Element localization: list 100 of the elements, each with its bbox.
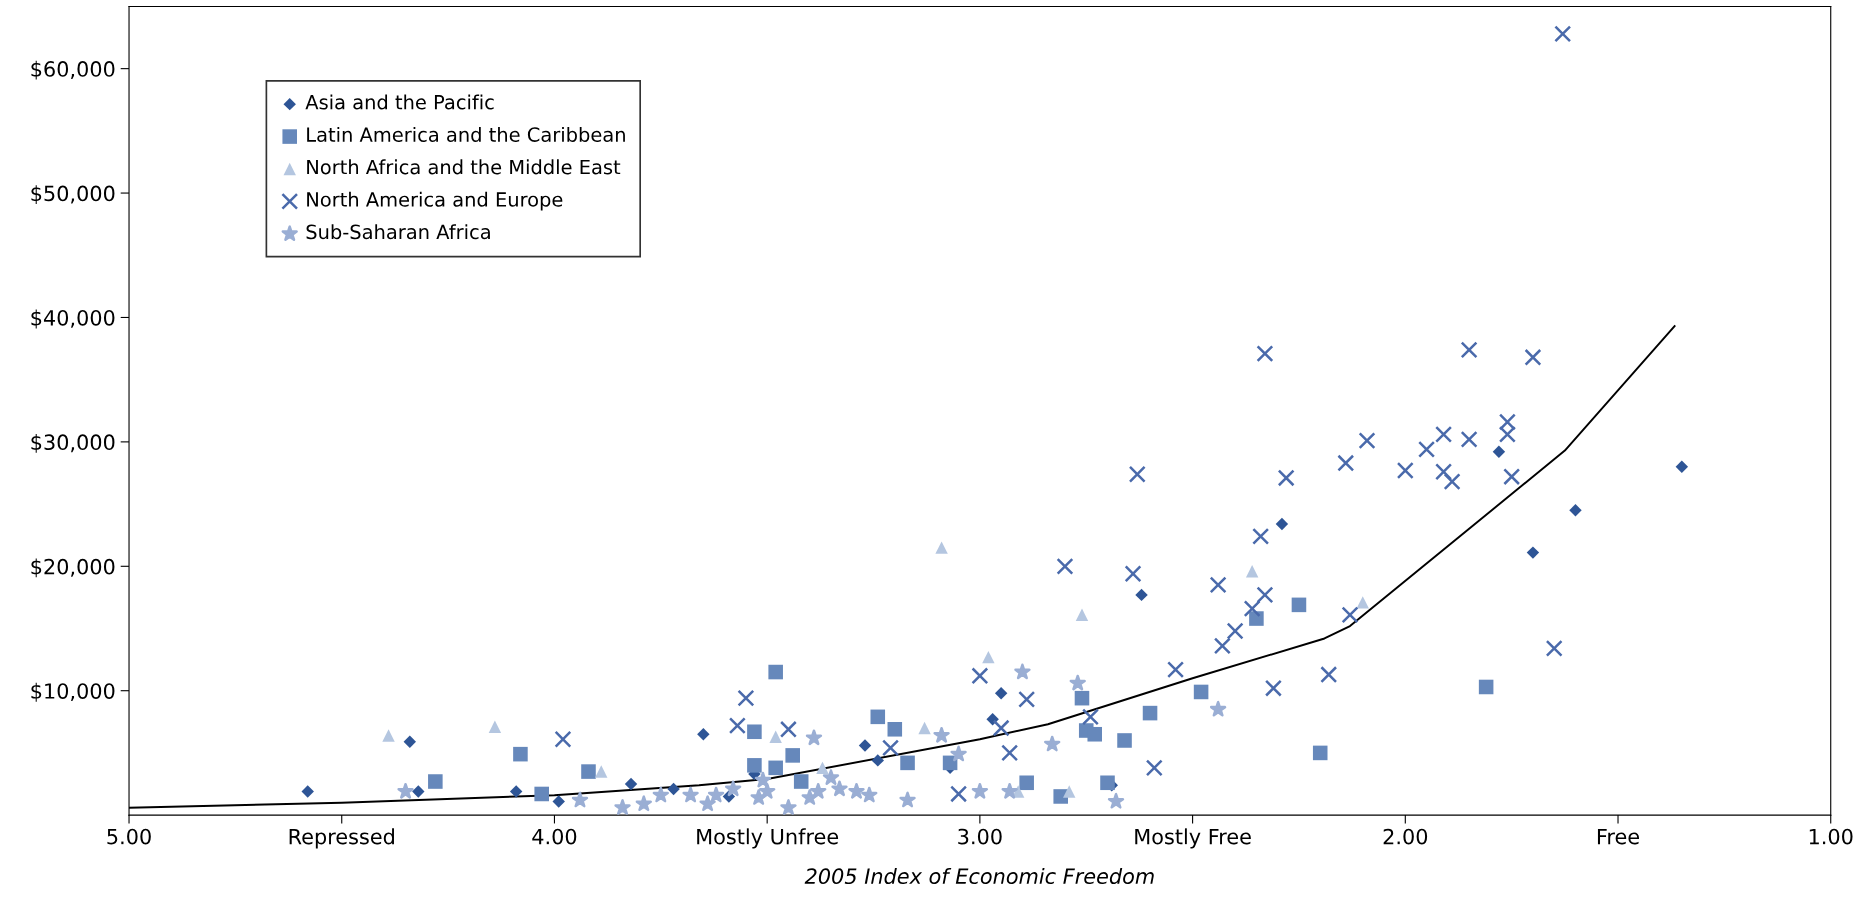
point <box>870 709 886 725</box>
point <box>1124 565 1142 583</box>
point <box>793 774 809 789</box>
point <box>614 799 631 815</box>
point <box>882 739 900 757</box>
point <box>724 780 742 797</box>
point <box>1443 473 1461 491</box>
point <box>1341 606 1359 624</box>
point <box>513 746 528 762</box>
point <box>861 786 878 803</box>
point <box>1135 588 1148 602</box>
y-tick-label: $50,000 <box>31 185 115 205</box>
point <box>971 667 989 685</box>
point <box>652 786 669 803</box>
point <box>785 748 800 763</box>
point <box>768 664 783 680</box>
point <box>1243 600 1261 618</box>
y-tick-label: $60,000 <box>31 60 115 80</box>
point <box>534 786 549 802</box>
point <box>900 755 915 771</box>
point <box>1524 348 1542 366</box>
point <box>1063 785 1076 798</box>
point <box>1356 596 1369 609</box>
x-tick-label: Mostly Free <box>1135 828 1251 849</box>
point <box>1569 504 1582 517</box>
point <box>1128 465 1146 483</box>
point <box>1498 425 1516 443</box>
point <box>1245 565 1259 578</box>
point <box>1056 557 1074 575</box>
point <box>737 689 755 707</box>
point <box>1275 517 1289 531</box>
x-axis-title: 2005 Index of Economic Freedom <box>804 867 1154 885</box>
point <box>779 720 797 738</box>
point <box>805 729 823 746</box>
point <box>1209 576 1227 594</box>
point <box>428 774 443 789</box>
point <box>816 761 829 775</box>
point <box>810 782 827 799</box>
point <box>397 782 414 799</box>
legend-label: Sub-Saharan Africa <box>306 224 490 240</box>
point <box>1074 690 1090 706</box>
point <box>1001 744 1019 762</box>
point <box>382 729 395 742</box>
point <box>887 721 903 737</box>
point <box>682 786 699 803</box>
legend-label: Asia and the Pacific <box>305 94 494 110</box>
point <box>747 758 762 773</box>
point <box>769 730 782 743</box>
point <box>1193 684 1209 700</box>
point <box>858 739 872 752</box>
point <box>758 782 776 799</box>
point <box>1100 775 1115 791</box>
point <box>780 799 797 815</box>
point <box>1460 341 1478 359</box>
point <box>1069 674 1086 691</box>
point <box>1358 432 1376 450</box>
point <box>624 777 638 791</box>
point <box>571 791 589 808</box>
point <box>1320 666 1338 684</box>
point <box>971 782 989 799</box>
y-tick-label: $10,000 <box>31 682 115 702</box>
x-tick-label: Repressed <box>289 828 394 849</box>
point <box>1492 445 1506 459</box>
point <box>1478 679 1494 695</box>
point <box>1277 469 1295 487</box>
point <box>1018 690 1036 708</box>
point <box>1675 460 1689 473</box>
x-tick-label: 4.00 <box>532 828 577 845</box>
point <box>1554 25 1572 43</box>
point <box>1014 663 1031 680</box>
point <box>1107 792 1125 809</box>
point <box>707 786 725 803</box>
point <box>699 795 716 812</box>
point <box>1001 782 1018 799</box>
point <box>1209 700 1227 717</box>
point <box>552 795 565 808</box>
point <box>488 720 502 733</box>
point <box>1142 705 1158 721</box>
point <box>1337 454 1355 472</box>
point <box>1503 468 1521 486</box>
x-tick-label: 1.00 <box>1809 828 1853 845</box>
x-tick-label: Mostly Unfree <box>697 828 839 849</box>
point <box>301 785 314 798</box>
point <box>1226 622 1244 640</box>
x-tick-label: 3.00 <box>958 828 1002 845</box>
y-tick-label: $40,000 <box>31 309 115 329</box>
point <box>1117 733 1132 748</box>
y-tick-label: $30,000 <box>31 433 115 453</box>
point <box>986 713 999 726</box>
point <box>822 769 840 785</box>
point <box>1087 726 1103 742</box>
point <box>697 728 710 741</box>
legend-label: North Africa and the Middle East <box>307 159 621 175</box>
point <box>1213 637 1231 655</box>
point <box>1460 430 1478 448</box>
point <box>1498 413 1516 431</box>
point <box>871 754 884 767</box>
y-tick-label: $20,000 <box>31 558 115 578</box>
point <box>1396 461 1414 480</box>
point <box>1256 586 1274 604</box>
